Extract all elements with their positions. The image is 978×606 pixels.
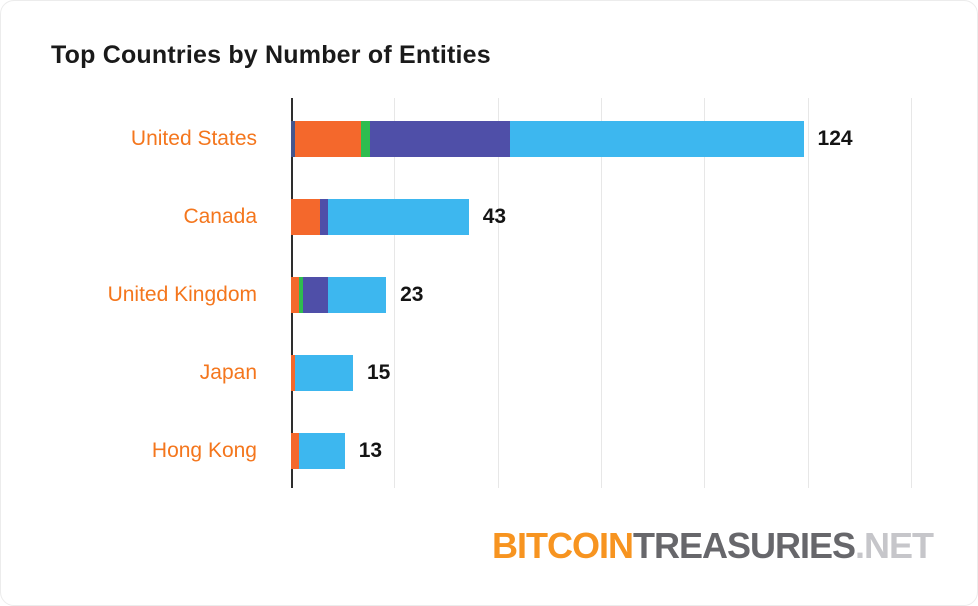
bar-segment-sky xyxy=(295,355,353,391)
bar-row xyxy=(291,433,911,469)
bar-segment-orange xyxy=(291,355,296,391)
bar-segment-navy xyxy=(291,121,296,157)
chart-title: Top Countries by Number of Entities xyxy=(51,41,491,69)
bar-segment-indigo xyxy=(369,121,511,157)
watermark-bitcoin: BITCOIN xyxy=(491,525,634,566)
category-label: Hong Kong xyxy=(151,439,257,462)
bar-segment-orange xyxy=(295,121,362,157)
bar-segment-indigo xyxy=(303,277,329,313)
category-label: Canada xyxy=(183,205,257,228)
bar-segment-orange xyxy=(291,199,320,235)
gridline xyxy=(601,98,602,488)
watermark-net: .NET xyxy=(854,525,934,566)
bar-row xyxy=(291,121,911,157)
gridline xyxy=(911,98,912,488)
category-label: United States xyxy=(130,127,257,150)
value-label: 15 xyxy=(367,361,391,384)
bar-segment-green xyxy=(361,121,370,157)
bar-segment-sky xyxy=(328,199,469,235)
value-label: 124 xyxy=(817,127,853,150)
watermark-treasuries: TREASURIES xyxy=(632,525,856,566)
gridline xyxy=(704,98,706,488)
category-labels: United States Canada United Kingdom Japan Ho… xyxy=(1,98,257,488)
bar-row xyxy=(291,355,911,391)
value-label: 43 xyxy=(482,205,507,228)
value-label: 23 xyxy=(400,283,424,306)
gridline xyxy=(497,98,499,488)
bar-segment-orange xyxy=(291,277,300,313)
bar-segment-sky xyxy=(510,121,804,157)
bar-segment-orange xyxy=(291,433,300,469)
category-label: Japan xyxy=(199,361,257,384)
bar-segment-indigo xyxy=(319,199,329,235)
bar-segment-green xyxy=(299,277,304,313)
category-label: United Kingdom xyxy=(107,283,257,306)
gridline xyxy=(394,98,396,488)
watermark-logo: BITCOINTREASURIES.NET xyxy=(491,525,934,567)
bar-row xyxy=(291,199,911,235)
bar-segment-sky xyxy=(299,433,345,469)
value-label: 13 xyxy=(358,439,383,462)
bar-row xyxy=(291,277,911,313)
plot-area: 124 43 23 15 13 xyxy=(291,98,912,488)
gridline xyxy=(807,98,809,488)
bar-segment-sky xyxy=(328,277,387,313)
